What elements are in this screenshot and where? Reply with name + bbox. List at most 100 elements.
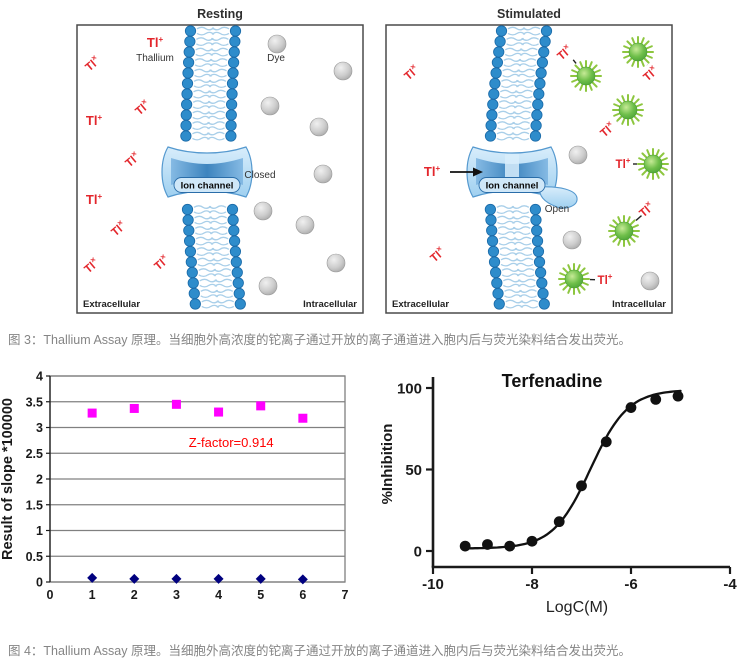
- zfactor-scatter-chart: 0 0.5 1 1.5 2 2.5 3 3.5 4 0 1 2 3 4 5 6 7 Result of slope…: [0, 370, 349, 603]
- x-tick-label: 7: [342, 588, 349, 602]
- dye-thallium-complex: Tl+: [558, 263, 613, 295]
- x-tick-label: -6: [624, 576, 637, 593]
- channel-state-label: Closed: [244, 170, 275, 181]
- dye-sphere: [267, 34, 287, 54]
- x-tick-label: -8: [525, 576, 538, 593]
- y-axis-title: Result of slope *100000: [0, 398, 16, 560]
- figure4-caption: 图 4：Thallium Assay 原理。当细胞外高浓度的铊离子通过开放的离子…: [8, 644, 631, 658]
- dye-sphere: [562, 230, 582, 250]
- dye-sphere: [309, 117, 329, 137]
- y-tick-label: 50: [405, 462, 422, 479]
- thallium-ion-label: Tl×: [636, 199, 657, 220]
- dye-thallium-complex: Tl×: [608, 199, 657, 247]
- panel-title: Resting: [197, 7, 243, 21]
- x-tick-label: 4: [215, 588, 222, 602]
- x-tick-label: 3: [173, 588, 180, 602]
- lipid-bilayer-membrane: [484, 25, 553, 310]
- dye-sphere: [313, 164, 333, 184]
- figure4-charts: 0 0.5 1 1.5 2 2.5 3 3.5 4 0 1 2 3 4 5 6 7 Result of slope…: [0, 367, 745, 619]
- data-point-diamond: [171, 573, 182, 584]
- thallium-ion-label: Tl×: [82, 53, 103, 74]
- dye-sphere: [295, 215, 315, 235]
- thallium-ion-label: Tl×: [640, 63, 661, 84]
- ion-channel: Ion channel: [466, 146, 578, 209]
- ion-channel-label: Ion channel: [486, 181, 539, 192]
- dye-sphere: [333, 61, 353, 81]
- x-tick-label: 1: [89, 588, 96, 602]
- x-axis-title: LogC(M): [546, 599, 608, 616]
- x-tick-label: -4: [723, 576, 737, 593]
- article-page: Resting Ion channel Tl+ Tl× Tl× Tl+ Tl× Tl+ Tl× T…: [0, 3, 745, 660]
- figure3-membrane-diagrams: Resting Ion channel Tl+ Tl× Tl× Tl+ Tl× Tl+ Tl× T…: [67, 3, 745, 318]
- x-tick-label: 0: [47, 588, 54, 602]
- y-tick-label: 3: [36, 421, 43, 435]
- dye-thallium-complex: Tl×: [622, 36, 661, 84]
- dye-sphere: [253, 201, 273, 221]
- data-point-diamond: [297, 574, 308, 585]
- data-point-square: [214, 407, 224, 417]
- data-point-dot: [576, 480, 587, 492]
- intracellular-label: Intracellular: [612, 299, 666, 310]
- data-point-diamond: [129, 573, 140, 584]
- x-tick-label: -10: [422, 576, 444, 593]
- data-point-dot: [672, 390, 684, 402]
- data-point-diamond: [213, 573, 224, 584]
- dye-thallium-complex: Tl+: [616, 148, 669, 180]
- y-tick-label: 0.5: [26, 550, 43, 564]
- dose-response-chart: 0 50 100 -10 -8 -6 -4 Terfenadine %Inhibition Log…: [380, 371, 737, 616]
- thallium-ion-label: Tl×: [108, 218, 129, 239]
- data-point-dot: [482, 539, 493, 550]
- data-point-dot: [504, 540, 516, 552]
- data-point-dot: [600, 436, 612, 448]
- x-tick-label: 6: [299, 588, 306, 602]
- extracellular-label: Extracellular: [83, 299, 140, 310]
- thallium-ion-label: Tl×: [427, 244, 448, 265]
- stimulated-panel-figure: Stimulated Ion channel Tl× Tl× Tl× Tl+ Tl× Tl+ T…: [385, 7, 673, 314]
- y-tick-label: 1.5: [26, 498, 43, 512]
- data-point-dot: [459, 540, 471, 552]
- thallium-ion-label: Tl+: [616, 156, 631, 171]
- channel-open-flap: [539, 186, 578, 209]
- data-point-square: [87, 408, 97, 418]
- dye-thallium-complex: Tl×: [556, 42, 602, 92]
- y-axis-title: %Inhibition: [380, 424, 396, 505]
- thallium-ion-label: Tl×: [597, 119, 618, 140]
- intracellular-label: Intracellular: [303, 299, 357, 310]
- fit-curve: [461, 389, 682, 550]
- dye-thallium-complex: Tl×: [597, 94, 644, 140]
- zfactor-annotation: Z-factor=0.914: [189, 435, 274, 450]
- data-point-dot: [625, 402, 637, 413]
- ion-channel-label: Ion channel: [181, 181, 234, 192]
- data-point-dot: [650, 394, 662, 405]
- y-tick-label: 3.5: [26, 395, 43, 409]
- thallium-ion-label: Tl+: [86, 192, 103, 207]
- y-tick-label: 2: [36, 473, 43, 487]
- data-point-diamond: [255, 573, 266, 584]
- data-point-dot: [526, 535, 538, 547]
- thallium-ion-label: Tl×: [122, 149, 143, 170]
- data-point-square: [256, 401, 266, 411]
- dye-sphere: [258, 276, 278, 296]
- data-point-diamond: [87, 572, 98, 583]
- data-point-square: [171, 399, 181, 409]
- dye-sphere: [568, 145, 588, 165]
- thallium-ion-label: Tl+: [86, 113, 103, 128]
- y-tick-label: 0: [36, 576, 43, 590]
- x-tick-label: 5: [257, 588, 264, 602]
- y-tick-label: 0: [414, 544, 422, 561]
- y-tick-label: 1: [36, 524, 43, 538]
- lipid-bilayer-membrane: [180, 25, 246, 310]
- thallium-ion-label: Tl×: [151, 252, 172, 273]
- y-tick-label: 4: [36, 370, 43, 384]
- thallium-ion-label: Tl×: [81, 255, 102, 276]
- channel-state-label: Open: [545, 204, 569, 215]
- y-tick-label: 2.5: [26, 447, 43, 461]
- resting-panel-figure: Resting Ion channel Tl+ Tl× Tl× Tl+ Tl× Tl+ Tl× T…: [76, 7, 364, 314]
- thallium-ion-label: Tl+: [147, 35, 164, 50]
- extracellular-label: Extracellular: [392, 299, 449, 310]
- data-point-dot: [553, 516, 565, 528]
- dye-sphere: [326, 253, 346, 273]
- data-point-square: [298, 413, 308, 423]
- figure3-caption: 图 3：Thallium Assay 原理。当细胞外高浓度的铊离子通过开放的离子…: [8, 333, 631, 347]
- dye-word-label: Dye: [267, 53, 285, 64]
